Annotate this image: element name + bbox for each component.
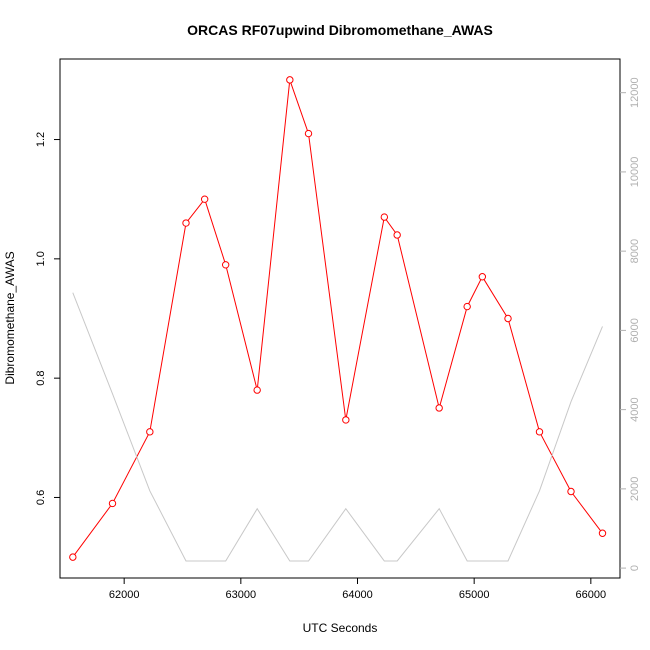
data-point [342, 416, 350, 424]
data-point [535, 428, 544, 436]
x-axis: 62000 63000 64000 65000 66000 [109, 578, 606, 601]
y2-tick-label: 2000 [629, 477, 641, 501]
y-axis-label: Dibromomethane_AWAS [3, 251, 17, 384]
series-layer [69, 76, 607, 562]
data-point [221, 261, 230, 269]
data-point [567, 487, 575, 496]
y2-tick-label: 10000 [629, 157, 641, 188]
y-tick-label: 1.2 [35, 132, 47, 147]
y2-tick-label: 12000 [629, 77, 641, 108]
y-tick-label: 0.8 [35, 371, 47, 386]
secondary-y-axis: 0 2000 4000 6000 8000 10000 12000 [620, 77, 641, 571]
data-point [504, 314, 512, 323]
data-point [182, 219, 190, 227]
data-point [146, 428, 154, 436]
x-tick-label: 63000 [226, 589, 257, 601]
y-tick-label: 0.6 [35, 490, 47, 505]
data-point [69, 553, 77, 561]
y-tick-label: 1.0 [35, 251, 47, 266]
chart-title: ORCAS RF07upwind Dibromomethane_AWAS [187, 22, 493, 38]
data-point [108, 499, 117, 508]
data-point [304, 129, 313, 138]
data-point [435, 404, 443, 412]
x-axis-label: UTC Seconds [303, 621, 378, 635]
data-point [598, 529, 607, 537]
data-point [463, 302, 471, 311]
plot-area [59, 58, 621, 579]
data-point [380, 213, 389, 221]
data-point [200, 195, 209, 203]
data-point [478, 273, 487, 281]
series-line-2 [72, 292, 603, 562]
y2-tick-label: 4000 [629, 397, 641, 421]
x-tick-label: 66000 [576, 589, 607, 601]
data-point [393, 231, 401, 239]
x-tick-label: 65000 [459, 589, 490, 601]
x-tick-label: 64000 [342, 589, 373, 601]
y2-tick-label: 8000 [629, 239, 641, 263]
y-axis: 0.6 0.8 1.0 1.2 [35, 132, 60, 505]
x-tick-label: 62000 [109, 589, 140, 601]
data-point [286, 76, 294, 84]
y2-tick-label: 0 [629, 565, 641, 571]
y2-tick-label: 6000 [629, 318, 641, 342]
data-point [253, 386, 261, 394]
series-line-1 [72, 79, 603, 558]
